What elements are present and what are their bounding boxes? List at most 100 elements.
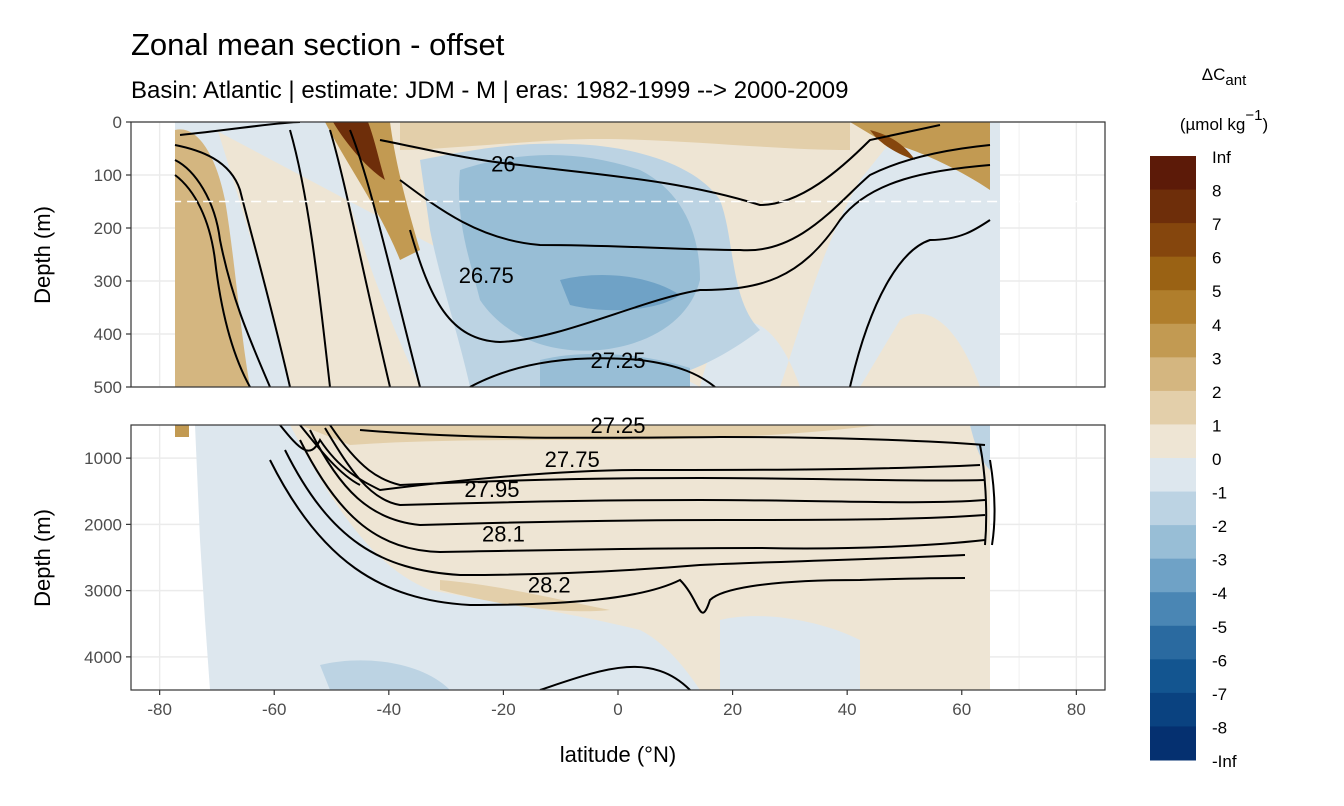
upper-panel-border [130, 121, 1106, 388]
lower-tan-upper [300, 425, 880, 445]
legend-swatch [1150, 290, 1196, 325]
contour-label: 27.25 [590, 348, 645, 373]
legend-label: -7 [1212, 685, 1227, 704]
upper-y-axis: 0 100 200 300 400 500 [94, 113, 131, 397]
x-tick-label: -80 [147, 700, 172, 719]
x-tick-label: 20 [723, 700, 742, 719]
lower-blue-deep-right [720, 616, 860, 690]
legend-swatch [1150, 223, 1196, 258]
contour-label-group: 26 [491, 152, 515, 177]
contour-label-group: 27.95 [464, 477, 519, 502]
x-tick-label: 40 [838, 700, 857, 719]
y-tick-label: 300 [94, 272, 122, 291]
x-tick-label: 60 [952, 700, 971, 719]
upper-contours [174, 122, 991, 387]
contour-line [979, 444, 988, 546]
contour-label-group: 27.25 [590, 348, 645, 373]
y-tick-label: 2000 [84, 515, 122, 534]
legend-swatch [1150, 525, 1196, 560]
contour-line [174, 159, 271, 387]
legend-unit-prefix: (µmol kg [1180, 115, 1246, 134]
legend-label: 8 [1212, 182, 1221, 201]
x-axis-title: latitude (°N) [560, 742, 676, 767]
contour-label: 26 [491, 152, 515, 177]
y-axis-title-lower: Depth (m) [30, 509, 55, 607]
x-tick-label: -20 [491, 700, 516, 719]
upper-blue-deep [560, 275, 680, 311]
x-tick-label: -60 [262, 700, 287, 719]
legend-swatch [1150, 491, 1196, 526]
legend-swatch [1150, 659, 1196, 694]
legend-label: Inf [1212, 148, 1231, 167]
legend-label: 3 [1212, 349, 1221, 368]
upper-panel: 0 100 200 300 400 500 [94, 113, 1106, 397]
y-tick-label: 200 [94, 219, 122, 238]
legend-swatch [1150, 323, 1196, 358]
y-tick-label: 100 [94, 166, 122, 185]
legend-swatch [1150, 390, 1196, 425]
contour-line [299, 439, 986, 554]
contour-line [989, 459, 996, 546]
contour-line [349, 129, 421, 387]
legend-swatch [1150, 424, 1196, 459]
legend-unit-sup: −1 [1245, 107, 1262, 124]
legend-label: 5 [1212, 282, 1221, 301]
contour-line [469, 357, 716, 387]
legend-unit-suffix: ) [1262, 115, 1268, 134]
contour-line [329, 425, 986, 487]
lower-tan-body [290, 425, 990, 690]
contour-line [329, 129, 391, 387]
contour-label: 26.75 [459, 263, 514, 288]
y-tick-label: 4000 [84, 648, 122, 667]
contour-label: 27.95 [464, 477, 519, 502]
legend-swatch [1150, 357, 1196, 392]
contour-label: 28.2 [528, 573, 571, 598]
lower-panel: 1000 2000 3000 4000 [84, 424, 1106, 691]
lower-tan-deep [440, 580, 610, 612]
contour-line [324, 427, 986, 507]
legend-title: ΔCant [1202, 65, 1247, 89]
contour-line [399, 144, 991, 252]
legend-title-main: ΔC [1202, 65, 1226, 84]
chart-subtitle: Basin: Atlantic | estimate: JDM - M | er… [131, 77, 848, 104]
contour-label-group: 28.1 [482, 522, 525, 547]
legend-swatch [1150, 458, 1196, 493]
y-axis-title-upper: Depth (m) [30, 206, 55, 304]
lower-blue-deep [320, 660, 450, 690]
contour-line [849, 219, 991, 387]
legend-swatch [1150, 726, 1196, 761]
contour-label: 27.75 [545, 447, 600, 472]
legend-label: -6 [1212, 651, 1227, 670]
y-tick-label: 1000 [84, 449, 122, 468]
chart-title: Zonal mean section - offset [131, 27, 505, 62]
legend-label: -4 [1212, 584, 1227, 603]
legend-label: 0 [1212, 450, 1221, 469]
lower-contours [269, 425, 996, 690]
legend-label: -1 [1212, 484, 1227, 503]
x-tick-label: 0 [613, 700, 622, 719]
x-tick-label: 80 [1067, 700, 1086, 719]
contour-line [289, 129, 331, 387]
legend-label: -8 [1212, 718, 1227, 737]
legend-swatch [1150, 189, 1196, 224]
contour-line [409, 164, 991, 344]
y-tick-label: 3000 [84, 582, 122, 601]
legend-label: -2 [1212, 517, 1227, 536]
legend-title-sub: ant [1225, 72, 1247, 89]
upper-brown-left [175, 129, 250, 387]
legend-label: 7 [1212, 215, 1221, 234]
upper-field [175, 122, 1000, 387]
lower-field [175, 425, 990, 690]
contour-line [359, 429, 986, 446]
contour-line [174, 174, 251, 387]
legend-swatch [1150, 558, 1196, 593]
contour-labels: 26 26.75 27.25 27.25 27.75 27.95 28.1 28.2 [459, 152, 646, 598]
legend-label: 6 [1212, 249, 1221, 268]
lower-y-axis: 1000 2000 3000 4000 [84, 449, 131, 667]
legend-label: -Inf [1212, 752, 1237, 771]
contour-label-group: 27.75 [545, 447, 600, 472]
x-tick-label: -40 [377, 700, 402, 719]
upper-blue-region [200, 122, 1000, 387]
contour-label-group: 27.25 [590, 413, 645, 438]
